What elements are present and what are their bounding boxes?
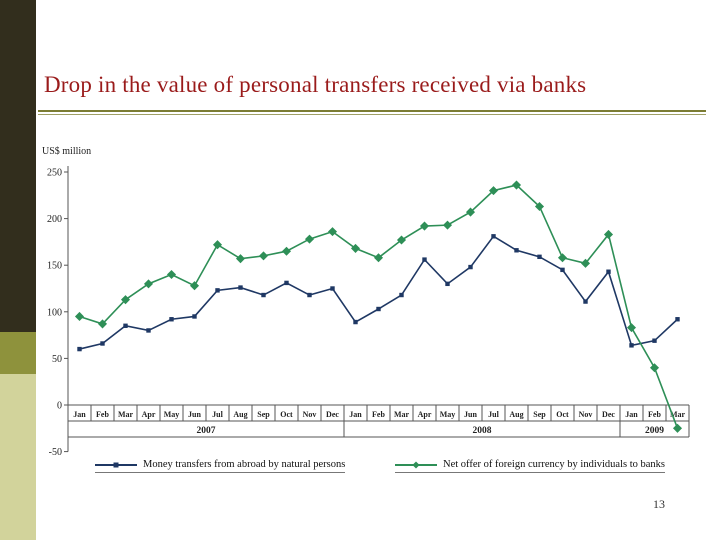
- svg-text:Dec: Dec: [326, 410, 339, 419]
- line-chart: US$ million 250 200 150 100 50 0 -50 Jan Feb Mar Ap…: [42, 146, 690, 458]
- svg-text:2008: 2008: [473, 426, 492, 436]
- svg-text:-50: -50: [49, 447, 62, 458]
- svg-text:Jun: Jun: [464, 410, 477, 419]
- svg-text:Sep: Sep: [533, 410, 546, 419]
- svg-text:Aug: Aug: [233, 410, 247, 419]
- svg-text:100: 100: [47, 307, 62, 318]
- svg-text:250: 250: [47, 168, 62, 179]
- svg-text:Oct: Oct: [556, 410, 569, 419]
- chart-legend: Money transfers from abroad by natural p…: [40, 459, 708, 477]
- legend-swatch-line-square: [95, 460, 137, 469]
- svg-text:Mar: Mar: [118, 410, 134, 419]
- svg-text:Mar: Mar: [670, 410, 686, 419]
- title-rule: [38, 110, 706, 112]
- svg-text:Apr: Apr: [142, 410, 156, 419]
- svg-text:Sep: Sep: [257, 410, 270, 419]
- svg-text:2007: 2007: [197, 426, 216, 436]
- side-bar-segment-dark: [0, 0, 36, 332]
- diamond-marker-icon: [412, 460, 420, 469]
- svg-text:Jan: Jan: [625, 410, 638, 419]
- legend-label-net-offer: Net offer of foreign currency by individ…: [443, 459, 665, 470]
- svg-text:May: May: [440, 410, 456, 419]
- svg-text:Jan: Jan: [349, 410, 362, 419]
- square-marker-icon: [113, 462, 119, 467]
- svg-text:Dec: Dec: [602, 410, 615, 419]
- svg-text:Feb: Feb: [372, 410, 385, 419]
- slide-title: Drop in the value of personal transfers …: [44, 72, 587, 97]
- svg-text:Feb: Feb: [96, 410, 109, 419]
- svg-text:Jan: Jan: [73, 410, 86, 419]
- svg-text:May: May: [164, 410, 180, 419]
- svg-text:200: 200: [47, 214, 62, 225]
- svg-text:Nov: Nov: [303, 410, 317, 419]
- svg-text:Aug: Aug: [509, 410, 523, 419]
- svg-text:2009: 2009: [645, 426, 664, 436]
- svg-text:Oct: Oct: [280, 410, 293, 419]
- svg-text:Nov: Nov: [579, 410, 593, 419]
- svg-text:Feb: Feb: [648, 410, 661, 419]
- svg-text:Jul: Jul: [212, 410, 223, 419]
- svg-text:Apr: Apr: [418, 410, 432, 419]
- svg-text:Mar: Mar: [394, 410, 410, 419]
- svg-text:Jul: Jul: [488, 410, 499, 419]
- svg-text:Jun: Jun: [188, 410, 201, 419]
- svg-text:US$ million: US$ million: [42, 146, 91, 157]
- title-rule-shadow: [38, 114, 706, 115]
- svg-text:150: 150: [47, 261, 62, 272]
- side-bar-segment-olive: [0, 332, 36, 374]
- legend-label-money-transfers: Money transfers from abroad by natural p…: [143, 459, 346, 470]
- side-bar-segment-pale: [0, 374, 36, 540]
- svg-text:0: 0: [57, 401, 62, 412]
- svg-text:50: 50: [52, 354, 62, 365]
- page-number: 13: [653, 497, 665, 511]
- legend-item-money-transfers: Money transfers from abroad by natural p…: [95, 459, 346, 473]
- legend-swatch-line-diamond: [395, 460, 437, 469]
- legend-item-net-offer: Net offer of foreign currency by individ…: [395, 459, 665, 473]
- decorative-side-bar: [0, 0, 36, 540]
